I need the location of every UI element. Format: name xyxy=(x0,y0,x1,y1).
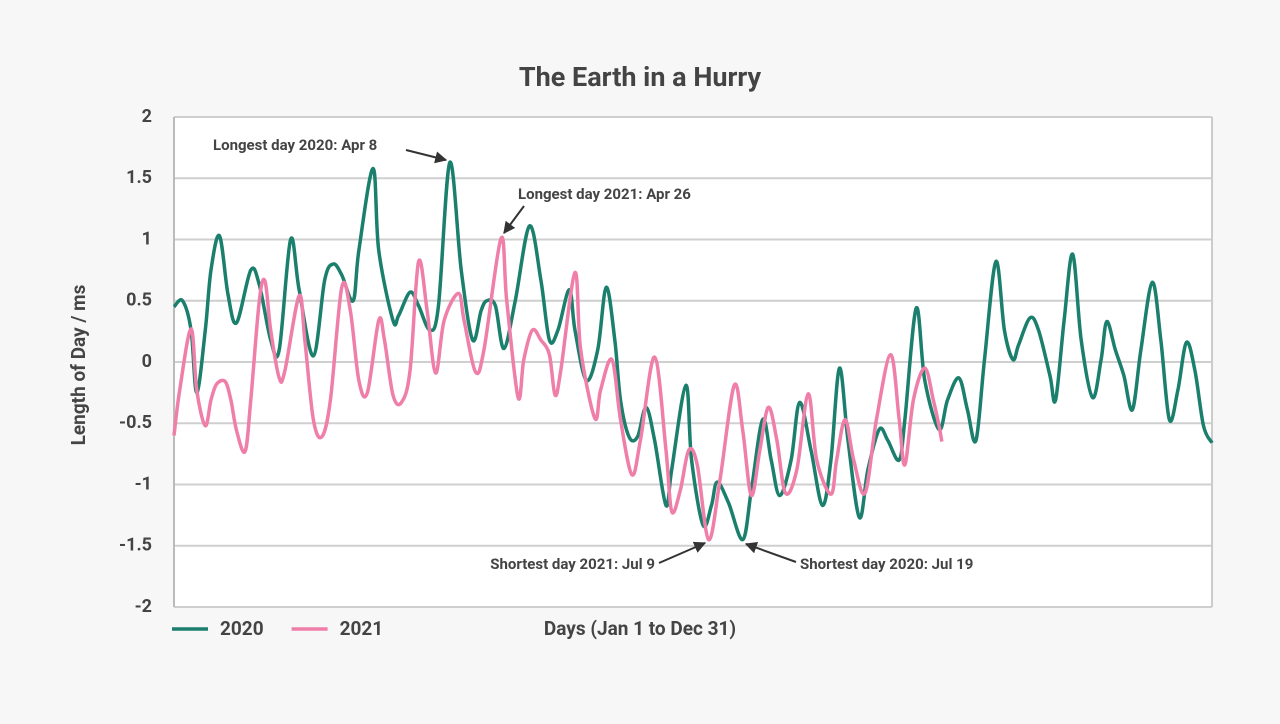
series-line xyxy=(172,235,944,542)
annotations: Longest day 2020: Apr 8 Longest day 2021… xyxy=(213,136,973,573)
annotation: Shortest day 2020: Jul 19 xyxy=(800,555,973,573)
y-tick-label: -1.5 xyxy=(119,535,152,556)
arrow xyxy=(658,541,707,564)
y-tick-label: -0.5 xyxy=(119,412,152,433)
arrow xyxy=(405,149,448,164)
y-tick-label: -1 xyxy=(135,473,152,494)
y-tick-label: 1.5 xyxy=(126,167,152,188)
arrow xyxy=(503,205,525,234)
x-axis-label: Days (Jan 1 to Dec 31) xyxy=(544,617,736,640)
y-axis-label: Length of Day / ms xyxy=(67,284,90,445)
annotation: Longest day 2020: Apr 8 xyxy=(213,136,377,154)
y-tick-label: 0.5 xyxy=(126,290,152,311)
y-tick-label: -2 xyxy=(135,596,152,617)
y-tick-label: 1 xyxy=(142,228,152,249)
legend-label: 2020 xyxy=(220,617,264,640)
legend-label: 2021 xyxy=(340,617,384,640)
annotation: Longest day 2021: Apr 26 xyxy=(518,185,691,203)
legend: 2020 2021 xyxy=(172,617,383,640)
lines xyxy=(172,160,1214,542)
arrow xyxy=(744,542,797,563)
chart-title: The Earth in a Hurry xyxy=(519,61,762,93)
annotation: Shortest day 2021: Jul 9 xyxy=(490,555,655,573)
y-tick-label: 2 xyxy=(142,106,152,127)
y-tick-label: 0 xyxy=(142,351,152,372)
